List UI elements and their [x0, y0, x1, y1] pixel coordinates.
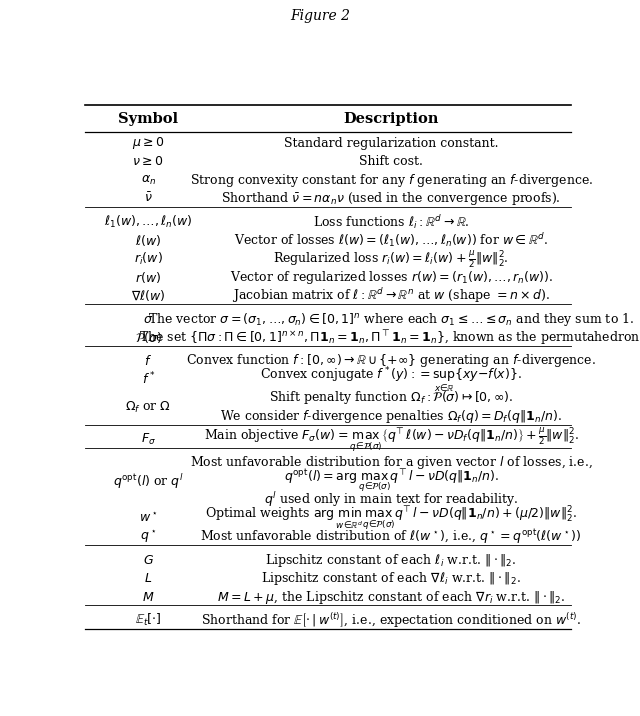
Text: $L$: $L$	[144, 572, 152, 585]
Text: $M = L + \mu$, the Lipschitz constant of each $\nabla r_i$ w.r.t. $\|\cdot\|_2$.: $M = L + \mu$, the Lipschitz constant of…	[217, 589, 566, 606]
Text: $r_i(w)$: $r_i(w)$	[134, 251, 163, 267]
Text: Shift penalty function $\Omega_f : \mathcal{P}(\sigma) \mapsto [0, \infty)$.: Shift penalty function $\Omega_f : \math…	[269, 390, 513, 407]
Text: Jacobian matrix of $\ell : \mathbb{R}^d \to \mathbb{R}^n$ at $w$ (shape $= n \ti: Jacobian matrix of $\ell : \mathbb{R}^d …	[232, 286, 550, 306]
Text: $\ell(w)$: $\ell(w)$	[135, 233, 161, 248]
Text: $f^*$: $f^*$	[141, 371, 155, 387]
Text: $f$: $f$	[144, 354, 152, 368]
Text: $G$: $G$	[143, 553, 154, 566]
Text: Most unfavorable distribution for a given vector $l$ of losses, i.e.,: Most unfavorable distribution for a give…	[190, 455, 593, 471]
Text: $q^l$ used only in main text for readability.: $q^l$ used only in main text for readabi…	[264, 490, 518, 509]
Text: Convex conjugate $f^*(y) := \sup_{x \in \mathbb{R}} \{xy - f(x)\}$.: Convex conjugate $f^*(y) := \sup_{x \in …	[260, 365, 522, 394]
Text: $\nabla\ell(w)$: $\nabla\ell(w)$	[131, 289, 165, 304]
Text: $q^{\mathrm{opt}}(l)$ or $q^l$: $q^{\mathrm{opt}}(l)$ or $q^l$	[113, 472, 184, 490]
Text: $\nu \geq 0$: $\nu \geq 0$	[132, 155, 164, 168]
Text: $\sigma$: $\sigma$	[143, 313, 154, 326]
Text: $\mathcal{P}(\sigma)$: $\mathcal{P}(\sigma)$	[135, 330, 162, 345]
Text: The set $\{\Pi\sigma : \Pi \in [0,1]^{n \times n}, \Pi\mathbf{1}_n = \mathbf{1}_: The set $\{\Pi\sigma : \Pi \in [0,1]^{n …	[139, 328, 640, 347]
Text: We consider $f$-divergence penalties $\Omega_f(q) = D_f(q\|\mathbf{1}_n/n)$.: We consider $f$-divergence penalties $\O…	[220, 408, 562, 425]
Text: Loss functions $\ell_i : \mathbb{R}^d \to \mathbb{R}$.: Loss functions $\ell_i : \mathbb{R}^d \t…	[313, 213, 469, 231]
Text: Figure 2: Figure 2	[290, 9, 350, 23]
Text: Shorthand for $\mathbb{E}\left[\cdot\,|\,w^{(t)}\right]$, i.e., expectation cond: Shorthand for $\mathbb{E}\left[\cdot\,|\…	[201, 611, 581, 630]
Text: Optimal weights $\arg\min_{w \in \mathbb{R}^d} \max_{q \in \mathcal{P}(\sigma)} : Optimal weights $\arg\min_{w \in \mathbb…	[205, 505, 577, 533]
Text: $\ell_1(w), \ldots, \ell_n(w)$: $\ell_1(w), \ldots, \ell_n(w)$	[104, 214, 193, 230]
Text: $\alpha_n$: $\alpha_n$	[141, 173, 156, 187]
Text: Lipschitz constant of each $\nabla\ell_i$ w.r.t. $\|\cdot\|_2$.: Lipschitz constant of each $\nabla\ell_i…	[261, 570, 521, 587]
Text: Regularized loss $r_i(w) = \ell_i(w) + \frac{\mu}{2}\|w\|_2^2$.: Regularized loss $r_i(w) = \ell_i(w) + \…	[273, 248, 509, 270]
Text: Vector of regularized losses $r(w) = (r_1(w), \ldots, r_n(w))$.: Vector of regularized losses $r(w) = (r_…	[230, 269, 553, 286]
Text: Main objective $F_\sigma(w) = \max_{q \in \mathcal{P}(\sigma)} \left\{q^\top \el: Main objective $F_\sigma(w) = \max_{q \i…	[204, 425, 579, 454]
Text: $\mathbb{E}_t[\cdot]$: $\mathbb{E}_t[\cdot]$	[135, 612, 161, 629]
Text: Most unfavorable distribution of $\ell(w^\star)$, i.e., $q^\star = q^{\mathrm{op: Most unfavorable distribution of $\ell(w…	[200, 528, 582, 546]
Text: Shift cost.: Shift cost.	[359, 155, 423, 168]
Text: Symbol: Symbol	[118, 112, 179, 127]
Text: $r(w)$: $r(w)$	[135, 270, 161, 285]
Text: $F_\sigma$: $F_\sigma$	[141, 432, 156, 448]
Text: Strong convexity constant for any $f$ generating an $f$-divergence.: Strong convexity constant for any $f$ ge…	[189, 172, 593, 188]
Text: $\Omega_f$ or $\Omega$: $\Omega_f$ or $\Omega$	[125, 400, 171, 415]
Text: $\mu \geq 0$: $\mu \geq 0$	[132, 135, 164, 151]
Text: Lipschitz constant of each $\ell_i$ w.r.t. $\|\cdot\|_2$.: Lipschitz constant of each $\ell_i$ w.r.…	[266, 551, 517, 569]
Text: Shorthand $\bar{\nu} = n\alpha_n \nu$ (used in the convergence proofs).: Shorthand $\bar{\nu} = n\alpha_n \nu$ (u…	[221, 190, 561, 207]
Text: $M$: $M$	[142, 591, 154, 604]
Text: $w^\star$: $w^\star$	[139, 511, 157, 526]
Text: Standard regularization constant.: Standard regularization constant.	[284, 137, 499, 150]
Text: $q^{\mathrm{opt}}(l) = \arg\max_{q \in \mathcal{P}(\sigma)} q^\top l - \nu D(q\|: $q^{\mathrm{opt}}(l) = \arg\max_{q \in \…	[284, 468, 499, 495]
Text: $\bar{\nu}$: $\bar{\nu}$	[144, 192, 152, 205]
Text: The vector $\sigma = (\sigma_1, \ldots, \sigma_n) \in [0,1]^n$ where each $\sigm: The vector $\sigma = (\sigma_1, \ldots, …	[148, 311, 634, 328]
Text: $q^\star$: $q^\star$	[140, 528, 157, 546]
Text: Convex function $f : [0, \infty) \to \mathbb{R} \cup \{+\infty\}$ generating an : Convex function $f : [0, \infty) \to \ma…	[186, 352, 596, 369]
Text: Vector of losses $\ell(w) = (\ell_1(w), \ldots, \ell_n(w))$ for $w \in \mathbb{R: Vector of losses $\ell(w) = (\ell_1(w), …	[234, 231, 548, 249]
Text: Description: Description	[344, 112, 439, 127]
